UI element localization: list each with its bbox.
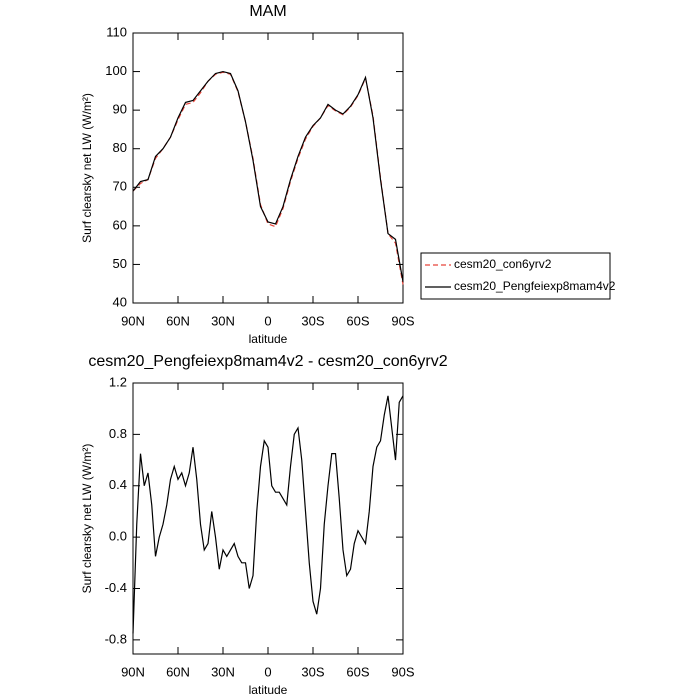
x-tick-label: 60N	[166, 313, 190, 328]
plot-frame	[132, 382, 404, 655]
x-tick-label: 60N	[166, 664, 190, 679]
plot-frame	[132, 32, 404, 304]
legend-box	[420, 252, 611, 300]
x-tick-label: 30N	[211, 313, 235, 328]
data-line	[132, 70, 404, 282]
y-tick-label: 0.4	[109, 477, 127, 492]
y-tick-label: 40	[113, 294, 127, 309]
legend-label: cesm20_Pengfeiexp8mam4v2	[454, 279, 616, 293]
y-axis-label: Surf clearsky net LW (W/m²)	[80, 93, 94, 243]
y-tick-label: 80	[113, 140, 127, 155]
x-tick-label: 60S	[346, 313, 369, 328]
x-tick-label: 90S	[391, 664, 414, 679]
y-tick-label: 50	[113, 256, 127, 271]
x-tick-label: 60S	[346, 664, 369, 679]
y-tick-label: 70	[113, 179, 127, 194]
data-line	[132, 395, 404, 634]
y-tick-label: 0.0	[109, 529, 127, 544]
y-tick-label: 90	[113, 102, 127, 117]
x-tick-label: 30S	[301, 313, 324, 328]
x-tick-label: 0	[264, 313, 271, 328]
x-tick-label: 90N	[121, 313, 145, 328]
y-tick-label: -0.4	[105, 580, 127, 595]
chart-title: cesm20_Pengfeiexp8mam4v2 - cesm20_con6yr…	[88, 353, 447, 370]
data-line	[132, 71, 404, 285]
y-tick-label: 110	[106, 24, 127, 39]
x-tick-label: 90N	[121, 664, 145, 679]
y-tick-label: 1.2	[109, 374, 127, 389]
chart-title: MAM	[249, 3, 286, 20]
y-tick-label: 100	[105, 63, 127, 78]
x-tick-label: 30S	[301, 664, 324, 679]
y-tick-label: 60	[113, 217, 127, 232]
x-axis-label: latitude	[249, 332, 288, 346]
x-tick-label: 90S	[391, 313, 414, 328]
y-tick-label: -0.8	[105, 631, 127, 646]
legend-label: cesm20_con6yrv2	[454, 257, 552, 271]
y-axis-label: Surf clearsky net LW (W/m²)	[80, 444, 94, 594]
x-tick-label: 0	[264, 664, 271, 679]
x-axis-label: latitude	[249, 683, 288, 697]
x-tick-label: 30N	[211, 664, 235, 679]
y-tick-label: 0.8	[109, 426, 127, 441]
